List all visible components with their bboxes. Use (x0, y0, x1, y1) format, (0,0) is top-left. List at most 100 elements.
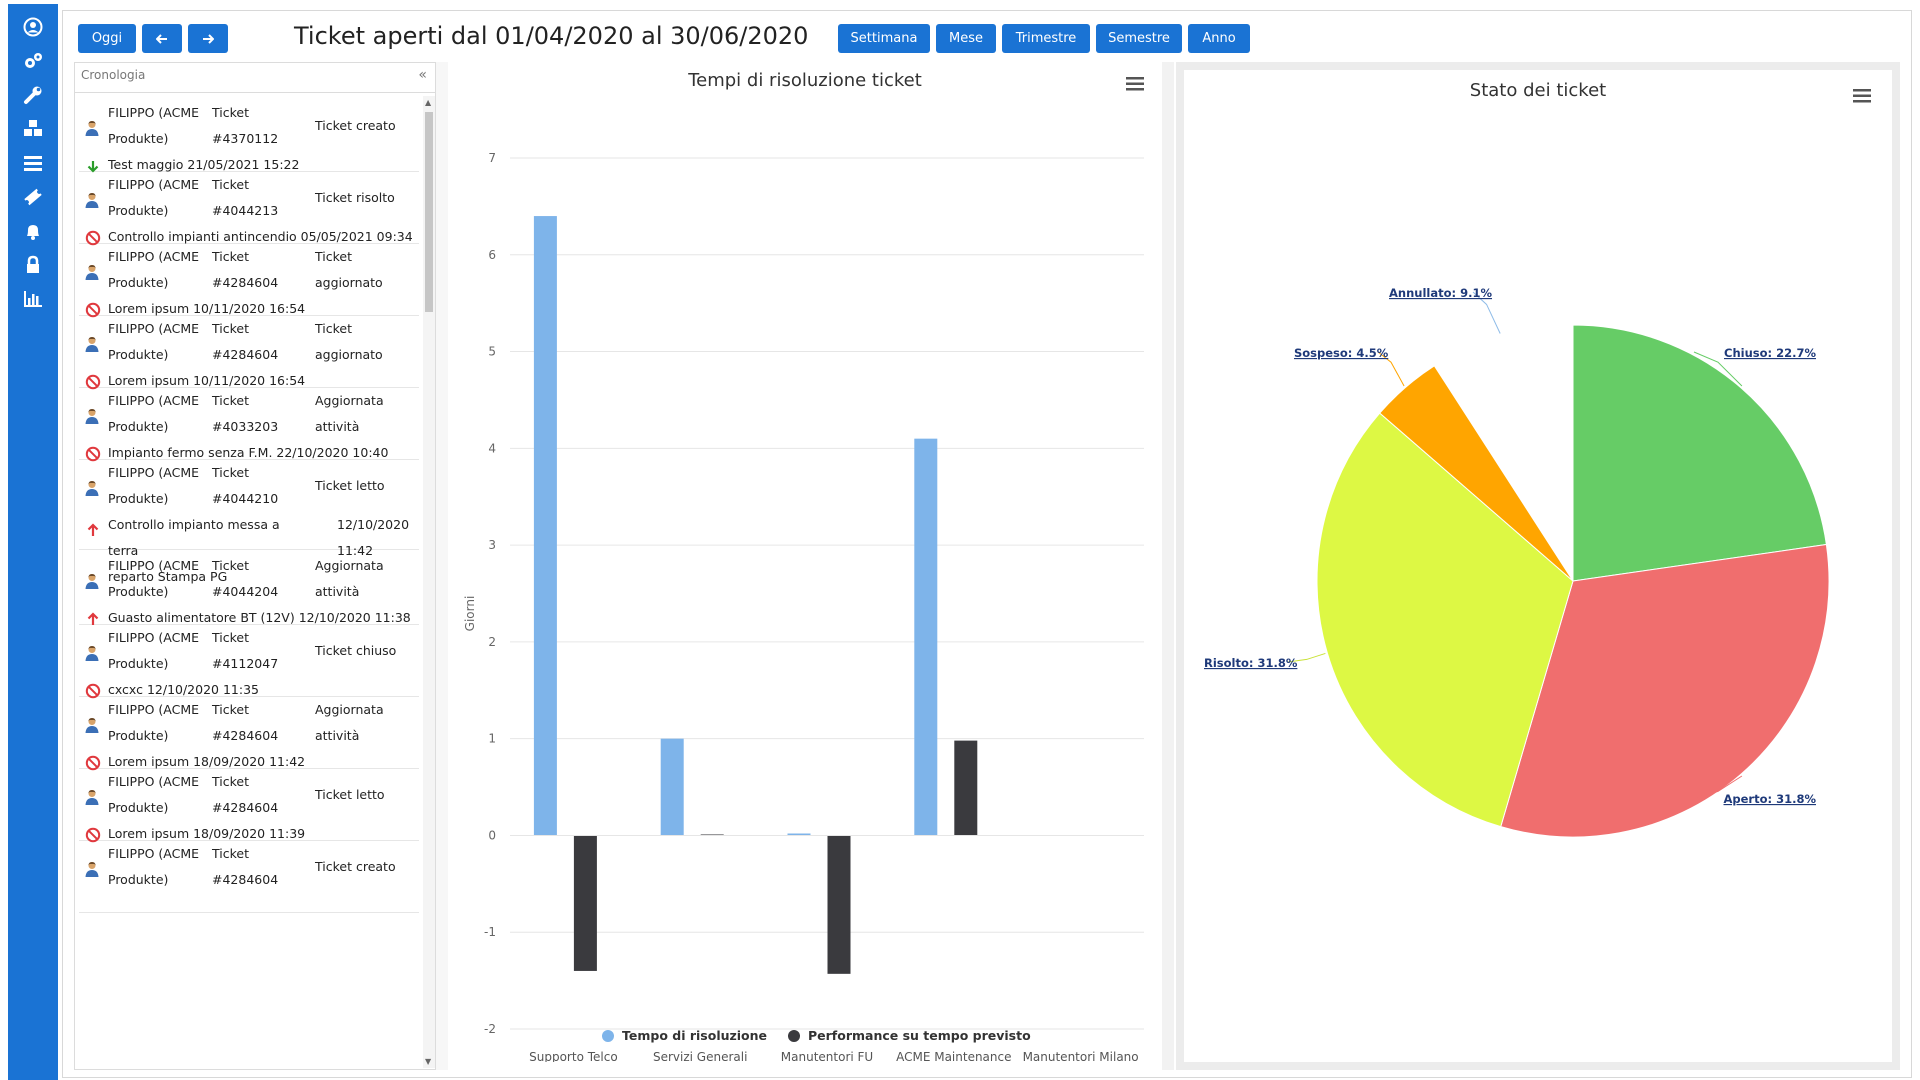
list-icon[interactable] (20, 150, 46, 176)
scroll-up-icon[interactable]: ▲ (425, 98, 432, 107)
pie-label[interactable]: Risolto: 31.8% (1204, 656, 1298, 670)
legend-item-tempo[interactable]: Tempo di risoluzione (602, 1028, 767, 1043)
pie-connector (1377, 351, 1405, 387)
pie-chart-menu-icon[interactable] (1852, 88, 1872, 104)
timeline-scrollbar[interactable]: ▲ ▼ (423, 96, 435, 1068)
avatar-icon (85, 717, 99, 733)
timeline-item[interactable]: FILIPPO (ACME Produkte) Ticket #4284604 Tick… (79, 316, 419, 390)
avatar-icon (85, 573, 99, 589)
next-button[interactable] (188, 24, 228, 53)
timeline-item[interactable]: FILIPPO (ACME Produkte) Ticket #4370112 Tick… (79, 100, 419, 173)
wrench-icon[interactable] (20, 82, 46, 108)
today-button[interactable]: Oggi (78, 24, 136, 53)
pie-slice[interactable] (1572, 324, 1827, 582)
y-tick-label: 0 (488, 828, 496, 842)
timeline-item[interactable]: FILIPPO (ACME Produkte) Ticket #4284604 Aggi… (79, 697, 419, 771)
pie-connector (1287, 652, 1326, 663)
x-tick-label: ACME Maintenance (896, 1050, 1011, 1062)
bar[interactable] (573, 835, 597, 971)
avatar-icon (85, 645, 99, 661)
avatar-icon (85, 861, 99, 877)
item-ticket[interactable]: Ticket #4284604 (212, 244, 282, 296)
collapse-icon[interactable]: « (418, 67, 427, 83)
timeline-list[interactable]: FILIPPO (ACME Produkte) Ticket #4370112 Tick… (75, 96, 421, 1068)
year-button[interactable]: Anno (1188, 24, 1250, 53)
item-text-line: Produkte) (108, 491, 169, 506)
item-ticket[interactable]: Ticket #4284604 (212, 841, 282, 893)
arrow-up-icon (85, 611, 101, 627)
panel-divider[interactable] (436, 62, 448, 1070)
month-button[interactable]: Mese (936, 24, 996, 53)
item-ticket[interactable]: Ticket #4284604 (212, 316, 282, 368)
item-description: Controllo impianti antincendio 05/05/202… (108, 229, 413, 244)
y-tick-label: 3 (488, 538, 496, 552)
item-user: FILIPPO (ACME Produkte) (108, 769, 208, 821)
semester-button[interactable]: Semestre (1096, 24, 1182, 53)
timeline-item[interactable]: FILIPPO (ACME Produkte) Ticket #4044204 Aggi… (79, 553, 419, 625)
item-text-line: Produkte) (108, 800, 169, 815)
avatar-icon (85, 789, 99, 805)
item-description: Guasto alimentatore BT (12V) 12/10/2020 … (108, 610, 411, 625)
quarter-button[interactable]: Trimestre (1002, 24, 1090, 53)
item-text-line: aggiornato (315, 275, 383, 290)
bar[interactable] (954, 740, 978, 836)
timeline-item[interactable]: FILIPPO (ACME Produkte) Ticket #4112047 Tick… (79, 625, 419, 699)
ticket-icon[interactable] (20, 184, 46, 210)
item-text-line: #4044213 (212, 203, 279, 218)
item-text-line: Ticket (212, 105, 249, 120)
item-user: FILIPPO (ACME Produkte) (108, 316, 208, 368)
item-ticket[interactable]: Ticket #4044210 (212, 460, 282, 512)
bar[interactable] (533, 216, 557, 836)
timeline-item[interactable]: FILIPPO (ACME Produkte) Ticket #4044210 Tick… (79, 460, 419, 584)
pie-label[interactable]: Aperto: 31.8% (1724, 792, 1817, 806)
item-ticket[interactable]: Ticket #4284604 (212, 697, 282, 749)
timeline-item[interactable]: FILIPPO (ACME Produkte) Ticket #4044213 Tick… (79, 172, 419, 246)
item-ticket[interactable]: Ticket #4033203 (212, 388, 282, 440)
item-ticket[interactable]: Ticket #4044204 (212, 553, 282, 605)
timeline-item[interactable]: FILIPPO (ACME Produkte) Ticket #4284604 Tick… (79, 244, 419, 318)
week-button[interactable]: Settimana (838, 24, 930, 53)
item-ticket[interactable]: Ticket #4044213 (212, 172, 282, 224)
timeline-item[interactable]: FILIPPO (ACME Produkte) Ticket #4284604 Tick… (79, 841, 419, 913)
timeline-item[interactable]: FILIPPO (ACME Produkte) Ticket #4284604 Tick… (79, 769, 419, 843)
pie-label[interactable]: Annullato: 9.1% (1389, 286, 1492, 300)
timeline-item[interactable]: FILIPPO (ACME Produkte) Ticket #4033203 Aggi… (79, 388, 419, 462)
page-title: Ticket aperti dal 01/04/2020 al 30/06/20… (294, 22, 809, 50)
item-user: FILIPPO (ACME Produkte) (108, 625, 208, 677)
scroll-thumb[interactable] (425, 112, 433, 312)
bell-icon[interactable] (20, 218, 46, 244)
pie-slice[interactable] (1379, 365, 1574, 582)
pie-slice[interactable] (1316, 412, 1574, 828)
bar[interactable] (787, 833, 811, 836)
gears-icon[interactable] (20, 48, 46, 74)
y-tick-label: 4 (488, 441, 496, 455)
pie-label[interactable]: Chiuso: 22.7% (1724, 346, 1816, 360)
item-event: Aggiornata attività (315, 388, 419, 440)
pie-slice[interactable] (1500, 543, 1830, 838)
prev-button[interactable] (142, 24, 182, 53)
sidebar (8, 4, 58, 1080)
cubes-icon[interactable] (20, 116, 46, 142)
scroll-down-icon[interactable]: ▼ (425, 1057, 432, 1066)
item-ticket[interactable]: Ticket #4112047 (212, 625, 282, 677)
item-description: Lorem ipsum 18/09/2020 11:42 (108, 754, 306, 769)
bar[interactable] (914, 438, 938, 836)
arrow-up-icon (85, 522, 101, 538)
user-circle-icon[interactable] (20, 14, 46, 40)
bar[interactable] (827, 835, 851, 974)
item-user: FILIPPO (ACME Produkte) (108, 244, 208, 296)
bar-chart-menu-icon[interactable] (1125, 76, 1145, 92)
item-ticket[interactable]: Ticket #4370112 (212, 100, 282, 152)
item-text-line: FILIPPO (ACME (108, 846, 200, 861)
bar-chart-icon[interactable] (20, 286, 46, 312)
item-ticket[interactable]: Ticket #4284604 (212, 769, 282, 821)
item-text-line: attività (315, 419, 360, 434)
item-text-line: 11:42 (337, 543, 374, 558)
blocked-icon (85, 755, 101, 771)
item-user: FILIPPO (ACME Produkte) (108, 841, 208, 893)
legend-item-performance[interactable]: Performance su tempo previsto (788, 1028, 1031, 1043)
bar[interactable] (660, 738, 684, 836)
item-text-line: FILIPPO (ACME (108, 630, 200, 645)
pie-label[interactable]: Sospeso: 4.5% (1294, 346, 1389, 360)
lock-icon[interactable] (20, 252, 46, 278)
